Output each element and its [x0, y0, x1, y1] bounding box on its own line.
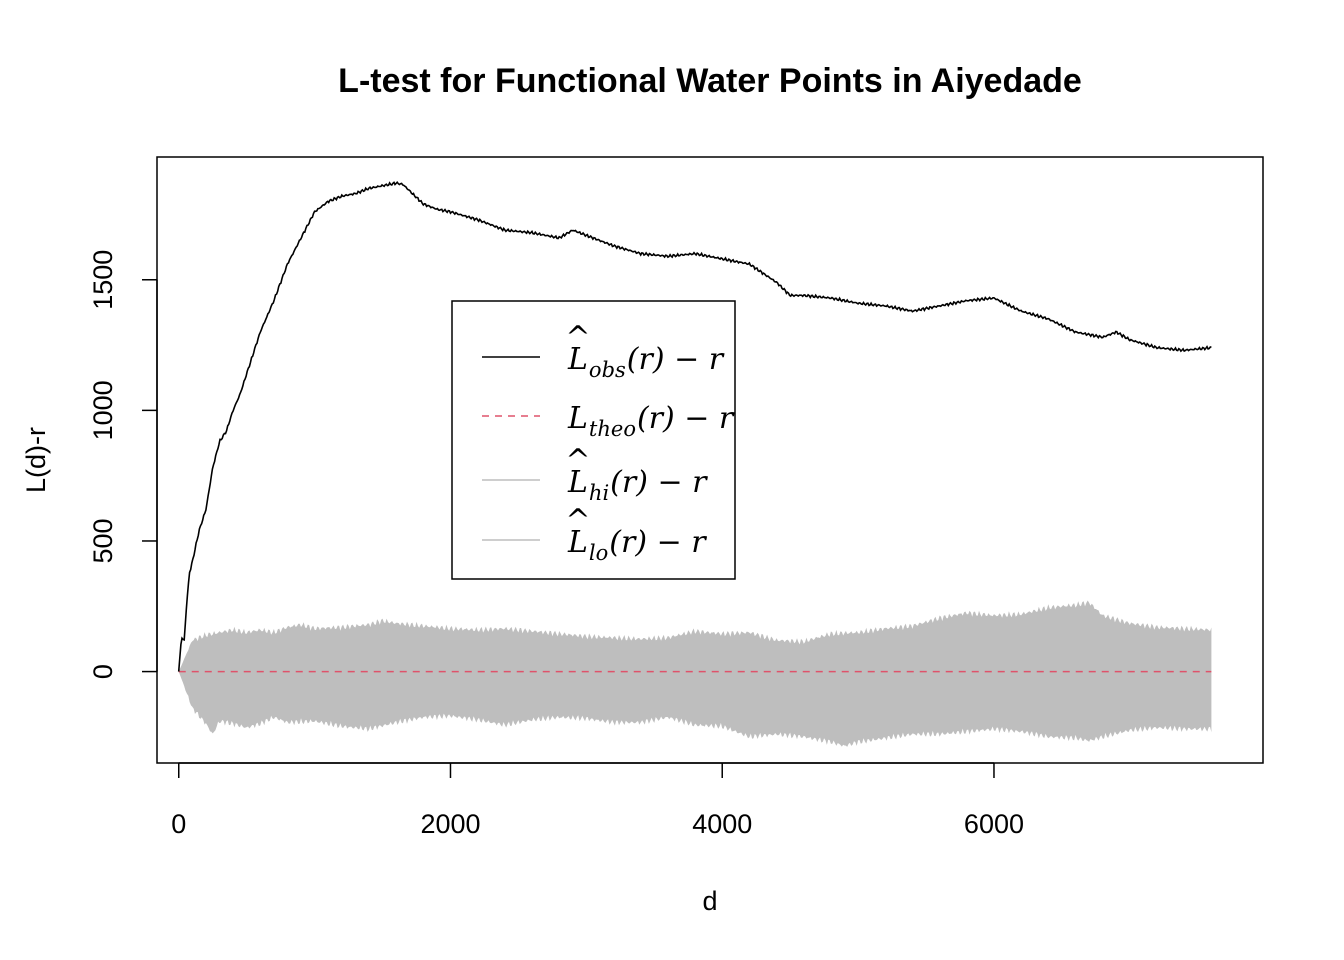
plot-area [177, 180, 1212, 747]
legend-entry: Ltheo(r) − r [567, 401, 735, 441]
envelope-band [178, 600, 1212, 747]
x-tick-label: 2000 [420, 809, 480, 839]
y-tick-label: 500 [88, 518, 118, 563]
y-axis-label: L(d)-r [21, 427, 51, 493]
legend-box [451, 300, 736, 580]
x-tick-label: 4000 [692, 809, 752, 839]
y-tick-label: 1500 [88, 250, 118, 310]
y-axis: 0 500 1000 1500 [88, 250, 158, 679]
legend-entry: Lobs(r) − r [567, 342, 725, 382]
legend-entry: Lhi(r) − r [567, 465, 708, 505]
x-tick-label: 0 [171, 809, 186, 839]
obs-line [177, 180, 1212, 672]
chart-title: L-test for Functional Water Points in Ai… [338, 62, 1082, 100]
legend-hat: ^ [565, 443, 590, 478]
legend-hat: ^ [565, 320, 590, 355]
legend-entry: Llo(r) − r [567, 525, 707, 565]
x-tick-label: 6000 [964, 809, 1024, 839]
legend-hat: ^ [565, 503, 590, 538]
y-tick-label: 0 [88, 664, 118, 679]
x-axis-label: d [702, 886, 717, 916]
x-axis: 0 2000 4000 6000 [171, 762, 1024, 839]
y-tick-label: 1000 [88, 380, 118, 440]
